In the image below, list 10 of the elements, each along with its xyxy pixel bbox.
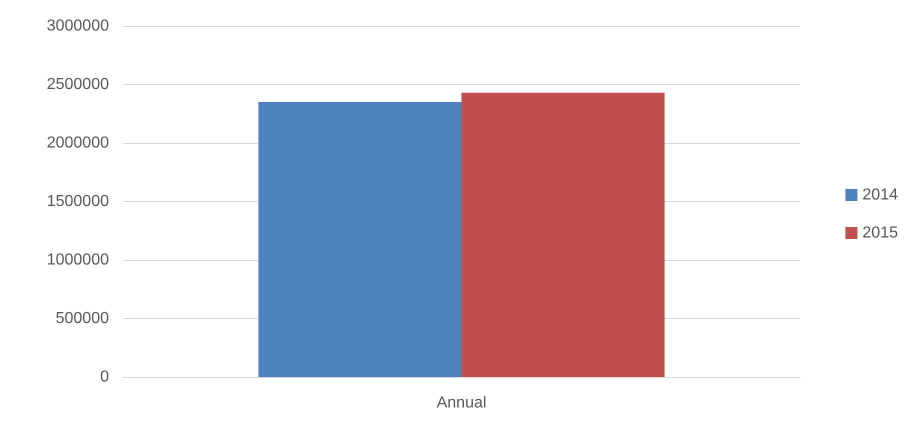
y-tick-label: 3000000 <box>46 18 110 34</box>
y-tick-label: 2500000 <box>46 76 110 93</box>
legend-label: 2014 <box>862 186 898 204</box>
y-tick-label: 0 <box>100 368 110 386</box>
y-tick-label: 1500000 <box>46 193 110 210</box>
y-tick-label: 500000 <box>56 310 110 327</box>
legend-label: 2015 <box>862 224 898 242</box>
y-tick-label: 1000000 <box>46 252 110 268</box>
x-tick-label: Annual <box>436 394 486 412</box>
y-tick-label: 2000000 <box>46 134 110 152</box>
